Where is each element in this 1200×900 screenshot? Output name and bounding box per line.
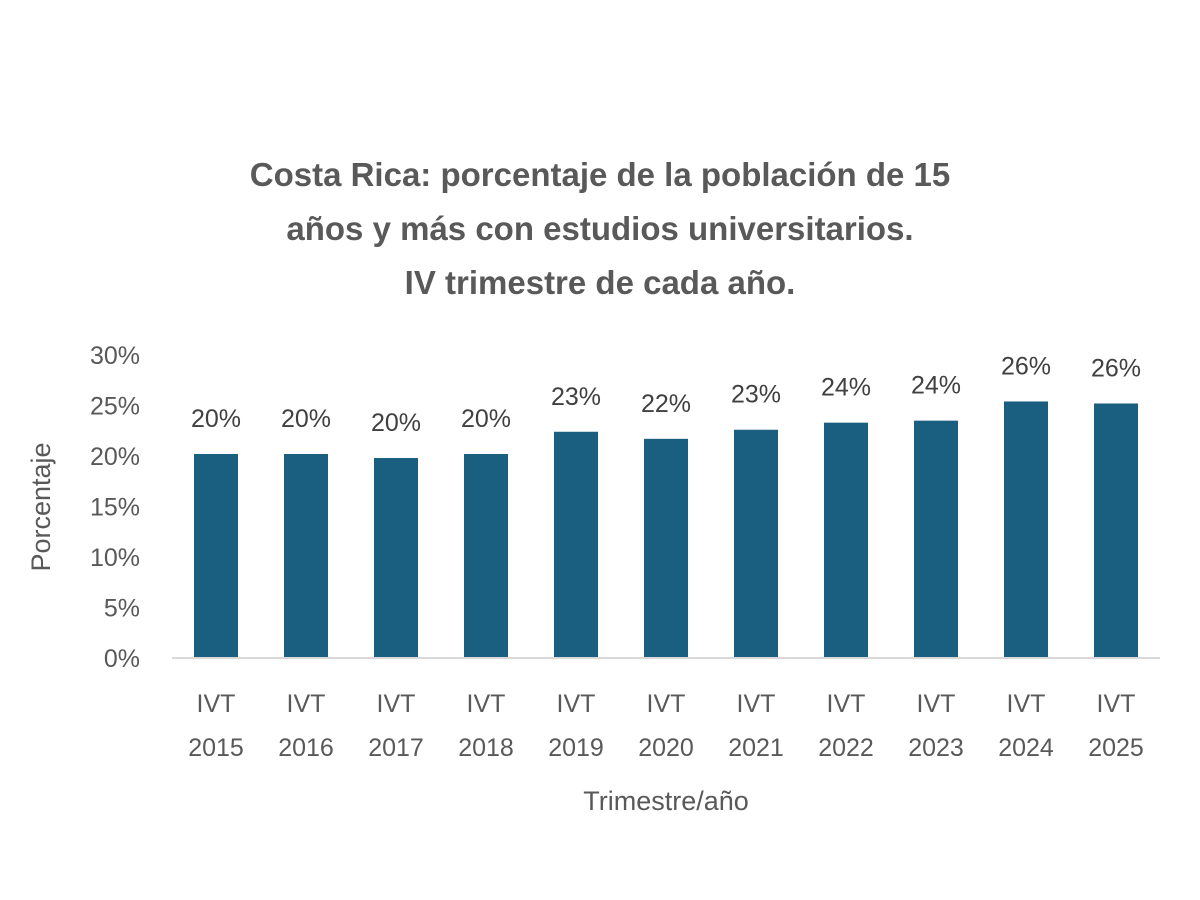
x-tick-label: IVT: [647, 690, 686, 718]
y-tick-label: 30%: [90, 342, 140, 370]
data-label: 20%: [371, 409, 421, 437]
data-label: 20%: [191, 405, 241, 433]
x-tick-label: 2024: [998, 734, 1054, 762]
bar: [194, 453, 238, 658]
x-tick-label: IVT: [377, 690, 416, 718]
y-tick-label: 25%: [90, 393, 140, 421]
x-tick-label: IVT: [1097, 690, 1136, 718]
x-tick-label: 2019: [548, 734, 604, 762]
data-label: 20%: [281, 405, 331, 433]
y-tick-label: 0%: [104, 645, 140, 673]
x-tick-label: 2016: [278, 734, 334, 762]
data-label: 22%: [641, 390, 691, 418]
bar: [464, 453, 508, 658]
chart-title-line: Costa Rica: porcentaje de la población d…: [249, 156, 951, 193]
bar: [1094, 403, 1138, 658]
bar: [914, 420, 958, 658]
data-label: 23%: [731, 381, 781, 409]
x-tick-label: 2021: [728, 734, 784, 762]
x-tick-label: IVT: [287, 690, 326, 718]
chart-title-line: años y más con estudios universitarios.: [286, 210, 914, 247]
x-tick-label: IVT: [917, 690, 956, 718]
x-tick-label: 2018: [458, 734, 514, 762]
y-tick-label: 5%: [104, 595, 140, 623]
data-label: 24%: [911, 372, 961, 400]
x-tick-label: IVT: [557, 690, 596, 718]
y-tick-label: 10%: [90, 544, 140, 572]
x-tick-label: IVT: [1007, 690, 1046, 718]
data-label: 20%: [461, 405, 511, 433]
bar: [824, 422, 868, 658]
x-axis-title: Trimestre/año: [583, 786, 749, 816]
x-tick-label: 2015: [188, 734, 244, 762]
bar: [554, 431, 598, 658]
chart-title-line: IV trimestre de cada año.: [404, 264, 796, 301]
x-tick-label: IVT: [467, 690, 506, 718]
bar: [374, 458, 418, 658]
x-tick-label: 2017: [368, 734, 424, 762]
x-tick-label: IVT: [737, 690, 776, 718]
x-tick-label: IVT: [197, 690, 236, 718]
y-tick-label: 15%: [90, 494, 140, 522]
x-tick-label: 2023: [908, 734, 964, 762]
x-tick-label: IVT: [827, 690, 866, 718]
bar: [284, 453, 328, 658]
y-axis-title: Porcentaje: [26, 442, 56, 571]
data-label: 23%: [551, 383, 601, 411]
x-tick-label: 2022: [818, 734, 874, 762]
bar: [734, 429, 778, 658]
chart-title: Costa Rica: porcentaje de la población d…: [100, 148, 1100, 310]
x-tick-label: 2020: [638, 734, 694, 762]
y-tick-label: 20%: [90, 443, 140, 471]
data-label: 26%: [1091, 354, 1141, 382]
data-label: 26%: [1001, 352, 1051, 380]
bar: [1004, 401, 1048, 658]
bar: [644, 438, 688, 658]
x-tick-label: 2025: [1088, 734, 1144, 762]
data-label: 24%: [821, 374, 871, 402]
